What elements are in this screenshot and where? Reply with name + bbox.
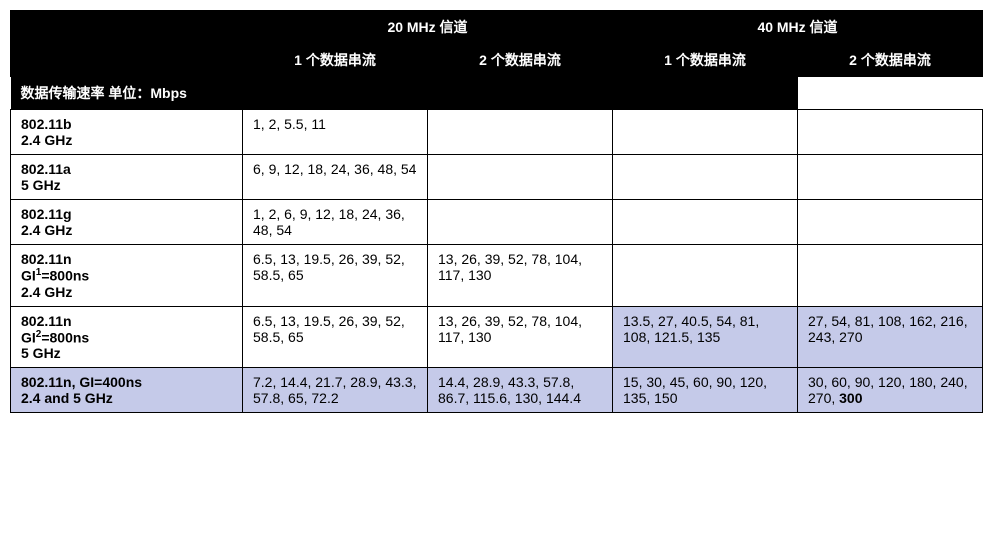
cell-40-s1 <box>613 155 798 200</box>
gi-prefix: GI <box>21 329 36 345</box>
freq-band: 2.4 and 5 GHz <box>21 390 113 406</box>
row-label: 802.11b 2.4 GHz <box>11 110 243 155</box>
cell-40-s1: 15, 30, 45, 60, 90, 120, 135, 150 <box>613 368 798 413</box>
header-rate-label: 数据传输速率 单位：Mbps <box>11 77 798 110</box>
cell-20-s1: 6.5, 13, 19.5, 26, 39, 52, 58.5, 65 <box>243 245 428 307</box>
header-20-stream2: 2 个数据串流 <box>428 44 613 77</box>
header-20mhz: 20 MHz 信道 <box>243 11 613 44</box>
cell-40-s1: 13.5, 27, 40.5, 54, 81, 108, 121.5, 135 <box>613 306 798 368</box>
std-name: 802.11n <box>21 313 72 329</box>
freq-band: 2.4 GHz <box>21 284 72 300</box>
header-40mhz: 40 MHz 信道 <box>613 11 983 44</box>
gi-tail: =800ns <box>41 268 89 284</box>
cell-40-s2 <box>798 200 983 245</box>
row-label: 802.11g 2.4 GHz <box>11 200 243 245</box>
gi-prefix: GI <box>21 268 36 284</box>
table-row: 802.11n GI2=800ns 5 GHz 6.5, 13, 19.5, 2… <box>11 306 983 368</box>
std-name: 802.11n <box>21 251 72 267</box>
cell-20-s2: 13, 26, 39, 52, 78, 104, 117, 130 <box>428 306 613 368</box>
cell-40-s2: 27, 54, 81, 108, 162, 216, 243, 270 <box>798 306 983 368</box>
table-row: 802.11n GI1=800ns 2.4 GHz 6.5, 13, 19.5,… <box>11 245 983 307</box>
table-row: 802.11g 2.4 GHz 1, 2, 6, 9, 12, 18, 24, … <box>11 200 983 245</box>
cell-40-s2 <box>798 110 983 155</box>
table-row: 802.11b 2.4 GHz 1, 2, 5.5, 11 <box>11 110 983 155</box>
cell-20-s1: 1, 2, 5.5, 11 <box>243 110 428 155</box>
std-name: 802.11n, GI=400ns <box>21 374 142 390</box>
freq-band: 2.4 GHz <box>21 222 72 238</box>
cell-40-s1 <box>613 245 798 307</box>
gi-tail: =800ns <box>41 329 89 345</box>
cell-40-s1 <box>613 200 798 245</box>
cell-20-s2 <box>428 200 613 245</box>
freq-band: 5 GHz <box>21 177 61 193</box>
header-blank <box>11 11 243 77</box>
cell-40-s2 <box>798 155 983 200</box>
cell-40-s2: 30, 60, 90, 120, 180, 240, 270, 300 <box>798 368 983 413</box>
cell-20-s1: 6, 9, 12, 18, 24, 36, 48, 54 <box>243 155 428 200</box>
cell-20-s2: 14.4, 28.9, 43.3, 57.8, 86.7, 115.6, 130… <box>428 368 613 413</box>
cell-d-bold: 300 <box>839 390 862 406</box>
std-name: 802.11b <box>21 116 72 132</box>
std-name: 802.11g <box>21 206 72 222</box>
row-label: 802.11n, GI=400ns 2.4 and 5 GHz <box>11 368 243 413</box>
row-label: 802.11n GI1=800ns 2.4 GHz <box>11 245 243 307</box>
cell-40-s2 <box>798 245 983 307</box>
row-label: 802.11n GI2=800ns 5 GHz <box>11 306 243 368</box>
table-row: 802.11a 5 GHz 6, 9, 12, 18, 24, 36, 48, … <box>11 155 983 200</box>
table-row: 802.11n, GI=400ns 2.4 and 5 GHz 7.2, 14.… <box>11 368 983 413</box>
cell-20-s1: 1, 2, 6, 9, 12, 18, 24, 36, 48, 54 <box>243 200 428 245</box>
freq-band: 2.4 GHz <box>21 132 72 148</box>
row-label: 802.11a 5 GHz <box>11 155 243 200</box>
freq-band: 5 GHz <box>21 345 61 361</box>
cell-20-s2: 13, 26, 39, 52, 78, 104, 117, 130 <box>428 245 613 307</box>
cell-20-s1: 7.2, 14.4, 21.7, 28.9, 43.3, 57.8, 65, 7… <box>243 368 428 413</box>
wifi-rates-table: 20 MHz 信道 40 MHz 信道 1 个数据串流 2 个数据串流 1 个数… <box>10 10 983 413</box>
header-40-stream2: 2 个数据串流 <box>798 44 983 77</box>
header-20-stream1: 1 个数据串流 <box>243 44 428 77</box>
header-40-stream1: 1 个数据串流 <box>613 44 798 77</box>
std-name: 802.11a <box>21 161 71 177</box>
cell-20-s2 <box>428 110 613 155</box>
cell-40-s1 <box>613 110 798 155</box>
cell-20-s2 <box>428 155 613 200</box>
cell-20-s1: 6.5, 13, 19.5, 26, 39, 52, 58.5, 65 <box>243 306 428 368</box>
cell-d-pre: 30, 60, 90, 120, 180, 240, 270, <box>808 374 968 406</box>
